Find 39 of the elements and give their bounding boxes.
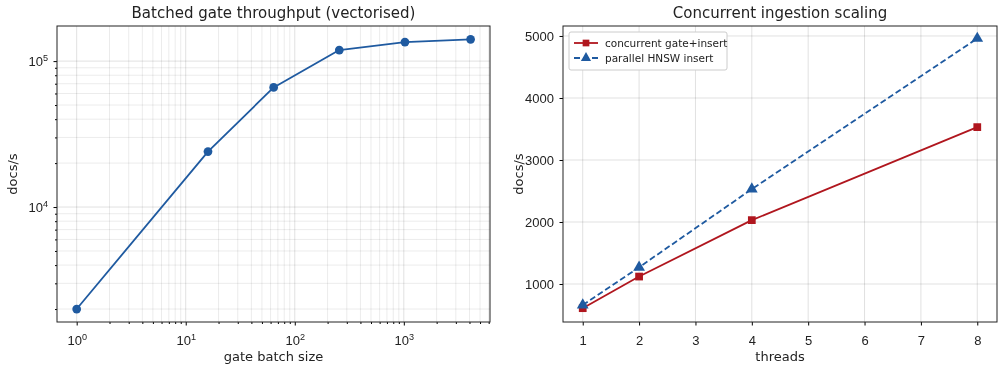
x-tick-label: 10$^{2}$ [285, 332, 306, 349]
point [576, 298, 589, 309]
point [971, 31, 984, 42]
x-tick-label: 1 [579, 333, 587, 349]
x-tick-label: 10$^{1}$ [176, 332, 196, 349]
x-tick-label: 4 [748, 333, 756, 349]
point [745, 182, 758, 193]
x-axis-title: threads [755, 349, 805, 364]
x-tick-label: 10$^{0}$ [67, 332, 87, 349]
y-axis-title: docs/s [511, 153, 526, 195]
y-tick-label: 10$^{5}$ [28, 52, 48, 69]
y-tick-label: 1000 [525, 276, 554, 292]
y-tick-label: 3000 [525, 152, 554, 168]
y-tick-label: 2000 [525, 214, 554, 230]
y-tick-label: 10$^{4}$ [28, 198, 48, 215]
point [635, 272, 643, 281]
x-tick-label: 8 [974, 333, 982, 349]
x-axis-title: gate batch size [223, 349, 324, 364]
x-tick-label: 6 [861, 333, 869, 349]
point [633, 260, 645, 271]
point [334, 45, 344, 55]
x-tick-label: 7 [917, 333, 926, 349]
y-tick-label: 4000 [525, 90, 554, 106]
x-tick-label: 3 [692, 333, 700, 349]
y-axis-title: docs/s [5, 153, 20, 195]
y-tick-label: 5000 [525, 28, 554, 44]
chart-title: Concurrent ingestion scaling [672, 4, 888, 22]
x-tick-label: 10$^{3}$ [394, 332, 415, 349]
point [747, 216, 756, 224]
point [269, 83, 279, 92]
x-tick-label: 5 [805, 333, 813, 349]
legend-label: parallel HNSW insert [605, 52, 714, 64]
chart-title: Batched gate throughput (vectorised) [131, 4, 416, 22]
point [466, 34, 475, 44]
point [203, 147, 213, 156]
legend-label: concurrent gate+insert [605, 37, 728, 49]
x-tick-label: 2 [635, 333, 644, 349]
point [973, 123, 982, 131]
point [400, 37, 410, 47]
